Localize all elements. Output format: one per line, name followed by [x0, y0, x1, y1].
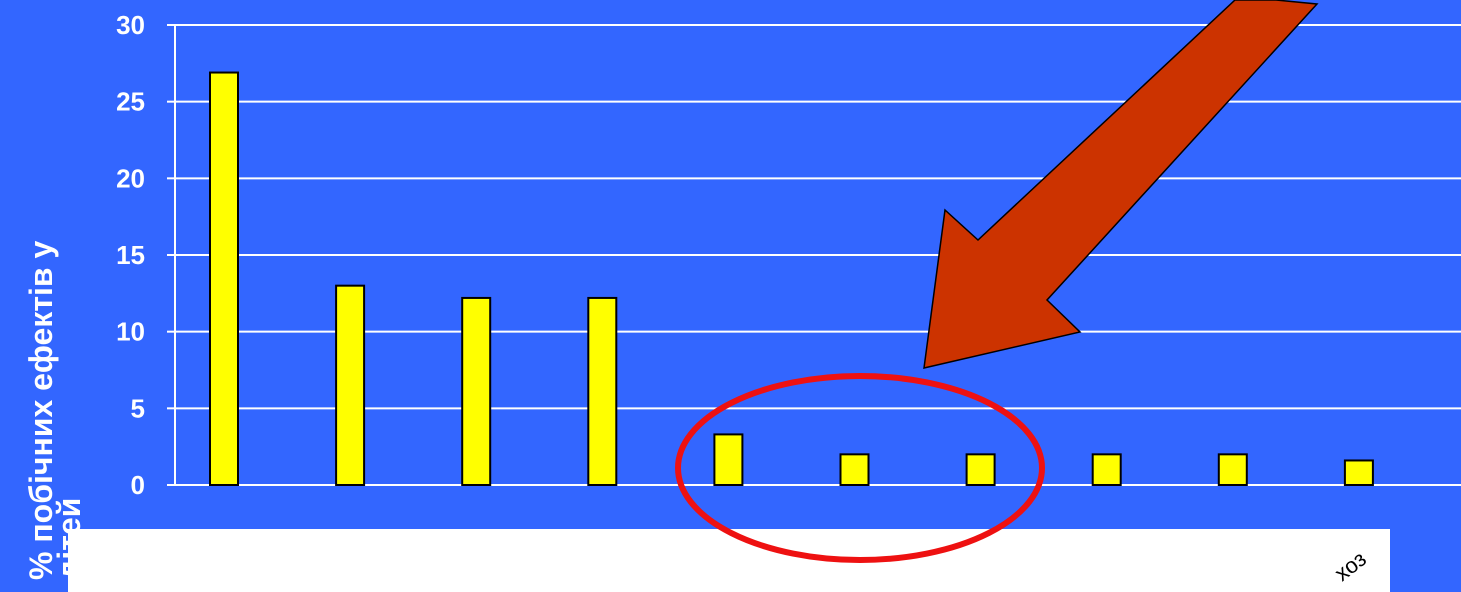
y-axis-label-line-1: % побічних ефектів у [23, 241, 59, 580]
y-tick-label: 25 [116, 87, 145, 117]
bar [1217, 453, 1248, 487]
y-tick-label: 30 [116, 10, 145, 40]
y-axis-ticks: 0 5 10 15 20 25 30 [116, 10, 175, 500]
gridlines [175, 24, 1461, 486]
bar [713, 433, 744, 486]
bar [1091, 453, 1122, 487]
bar [839, 453, 870, 487]
red-arrow-annotation [923, 0, 1319, 369]
red-circle-annotation [675, 373, 1045, 563]
bar [209, 71, 239, 487]
bar [335, 284, 366, 486]
y-tick-label: 0 [131, 470, 145, 500]
category-label-panel [68, 547, 1390, 592]
category-label-panel-notch [68, 529, 1390, 549]
y-tick-label: 5 [131, 393, 145, 423]
bars [209, 71, 1374, 487]
bar [1343, 459, 1374, 487]
y-tick-label: 10 [116, 317, 145, 347]
y-tick-label: 15 [116, 240, 145, 270]
bar [587, 296, 618, 486]
y-axis-label: % побічних ефектів у дітей [23, 232, 87, 580]
bar [965, 453, 996, 487]
y-tick-label: 20 [116, 163, 145, 193]
bar [461, 296, 492, 486]
